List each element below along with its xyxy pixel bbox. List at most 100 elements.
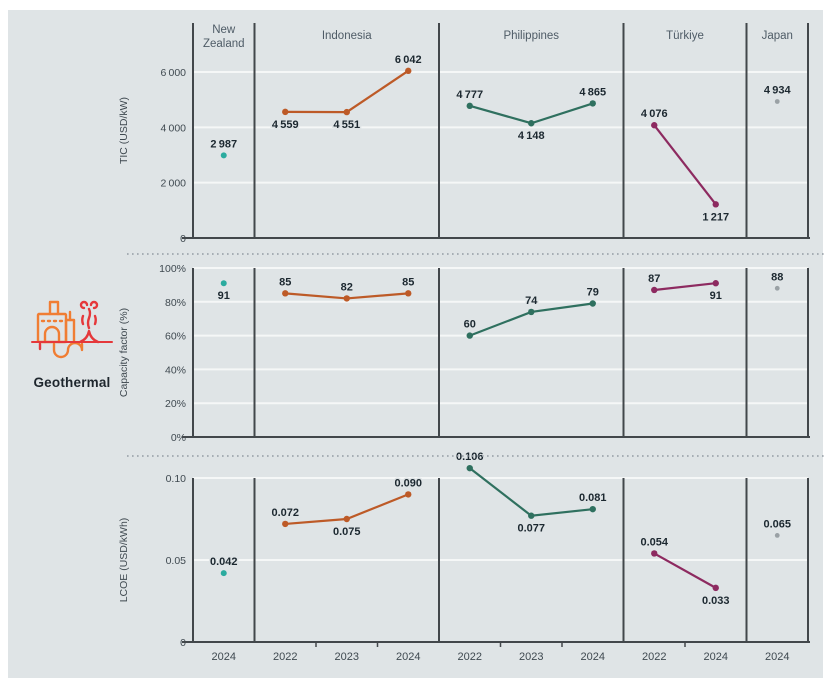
value-label: 1 217	[702, 211, 729, 223]
data-point	[466, 102, 473, 110]
x-tick-label: 2024	[212, 651, 236, 663]
y-axis-title: Capacity factor (%)	[118, 308, 130, 397]
data-point	[774, 99, 780, 104]
y-tick-label: 80%	[165, 297, 186, 309]
y-tick-label: 0.05	[166, 555, 187, 567]
y-tick-label: 60%	[165, 331, 186, 343]
value-label: 0.054	[640, 536, 668, 548]
data-line	[469, 302, 593, 337]
value-label: 4 559	[272, 119, 299, 131]
value-label: 85	[402, 276, 414, 288]
y-tick-label: 2 000	[161, 178, 187, 190]
data-line	[469, 467, 593, 517]
value-label: 0.042	[210, 556, 238, 568]
data-point	[220, 152, 227, 159]
data-point	[466, 464, 473, 472]
value-label: 4 865	[579, 86, 606, 98]
value-label: 0.075	[333, 526, 361, 538]
data-point	[651, 286, 658, 294]
value-label: 91	[218, 290, 230, 302]
data-point	[220, 570, 227, 577]
y-tick-label: 6 000	[161, 67, 187, 79]
value-label: 74	[525, 295, 538, 307]
data-point	[712, 280, 719, 287]
data-line	[653, 552, 717, 589]
country-header: Philippines	[503, 30, 559, 42]
y-axis-title: TIC (USD/kW)	[118, 97, 130, 164]
data-point	[528, 308, 535, 316]
data-point	[589, 300, 596, 307]
chart-background	[8, 10, 823, 678]
data-point	[282, 108, 289, 116]
value-label: 0.072	[271, 507, 299, 519]
geothermal-plant-icon	[31, 300, 113, 359]
x-tick-label: 2024	[704, 651, 728, 663]
value-label: 0.106	[456, 451, 484, 463]
value-label: 60	[464, 319, 476, 331]
data-line	[653, 124, 717, 206]
value-label: 85	[279, 276, 291, 288]
value-label: 82	[341, 281, 353, 293]
country-header: Türkiye	[666, 30, 704, 42]
x-tick-label: 2022	[458, 651, 482, 663]
data-point	[651, 122, 658, 129]
y-tick-label: 0%	[171, 432, 186, 444]
value-label: 0.081	[579, 492, 607, 504]
data-point	[282, 520, 289, 528]
data-point	[405, 290, 412, 297]
data-point	[712, 201, 719, 208]
y-tick-label: 40%	[165, 364, 186, 376]
data-point	[343, 515, 350, 523]
y-axis-title: LCOE (USD/kWh)	[118, 518, 130, 603]
y-tick-label: 0.10	[166, 473, 187, 485]
data-point	[528, 512, 535, 519]
value-label: 4 076	[641, 108, 668, 120]
value-label: 4 551	[333, 119, 360, 131]
country-header: Japan	[762, 30, 793, 42]
y-tick-label: 100%	[159, 263, 186, 275]
x-tick-label: 2023	[335, 651, 359, 663]
value-label: 79	[587, 286, 599, 298]
value-label: 0.033	[702, 595, 730, 607]
y-tick-label: 4 000	[161, 122, 187, 134]
data-point	[405, 67, 412, 75]
x-tick-label: 2024	[581, 651, 605, 663]
data-point	[774, 285, 780, 291]
data-point	[282, 290, 289, 297]
value-label: 0.077	[517, 523, 545, 535]
y-tick-label: 20%	[165, 398, 186, 410]
x-tick-label: 2023	[519, 651, 543, 663]
x-tick-label: 2022	[642, 651, 666, 663]
category-label: Geothermal	[33, 375, 111, 390]
data-point	[405, 491, 412, 498]
data-line	[285, 69, 409, 114]
data-point	[774, 533, 780, 538]
data-point	[712, 584, 719, 592]
data-point	[589, 100, 596, 107]
value-label: 4 777	[456, 89, 483, 101]
x-tick-label: 2024	[765, 651, 789, 663]
value-label: 0.065	[763, 518, 791, 530]
value-label: 4 934	[764, 84, 792, 96]
value-label: 4 148	[518, 130, 545, 142]
data-point	[589, 505, 596, 513]
data-point	[651, 550, 658, 557]
data-point	[220, 280, 227, 287]
x-tick-label: 2024	[396, 651, 420, 663]
value-label: 88	[771, 271, 783, 283]
value-label: 2 987	[210, 138, 237, 150]
value-label: 0.090	[394, 477, 422, 489]
data-point	[343, 295, 350, 302]
data-point	[528, 120, 535, 127]
country-header: New Zealand	[203, 24, 245, 50]
data-point	[343, 108, 350, 116]
data-point	[466, 332, 473, 339]
category-block: Geothermal	[16, 290, 128, 390]
value-label: 87	[648, 273, 660, 285]
value-label: 6 042	[395, 54, 422, 66]
data-line	[654, 282, 716, 292]
x-tick-label: 2022	[273, 651, 297, 663]
country-header: Indonesia	[322, 30, 372, 42]
